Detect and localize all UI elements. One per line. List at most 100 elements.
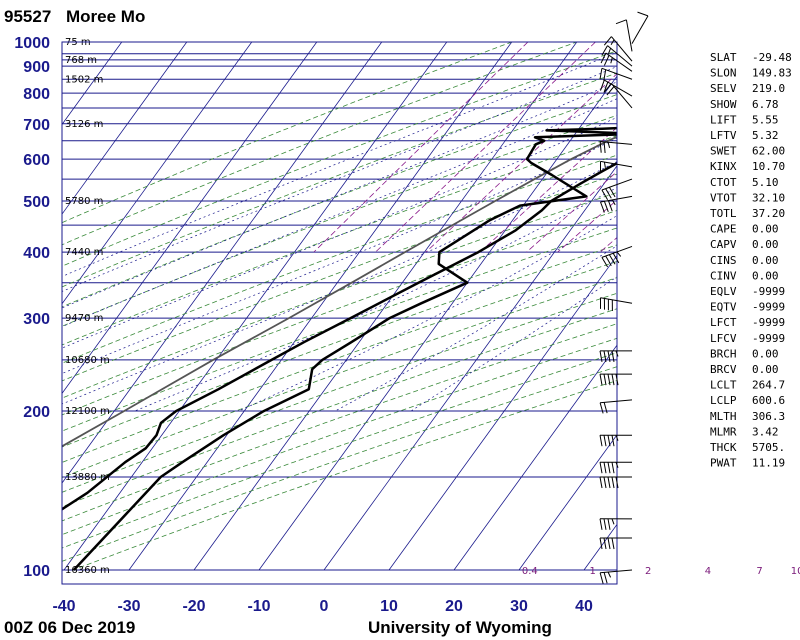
index-value: -9999 (752, 285, 785, 298)
index-name: SHOW (710, 98, 737, 111)
index-name: SLAT (710, 51, 737, 64)
pressure-tick-label: 600 (23, 152, 50, 169)
pressure-tick-label: 800 (23, 86, 50, 103)
isotherm-line (193, 42, 578, 571)
temperature-tick-label: 0 (320, 598, 329, 615)
isotherm-line (453, 344, 617, 571)
index-name: EQTV (710, 301, 737, 314)
height-label: 5780 m (65, 196, 103, 207)
index-name: CTOT (710, 176, 737, 189)
wind-barb (601, 178, 633, 200)
mixing-ratio-label: 10 (791, 566, 800, 577)
pressure-tick-label: 200 (23, 404, 50, 421)
mixing-ratio-line (526, 171, 617, 253)
index-value: 264.7 (752, 379, 785, 392)
moist-adiabat (410, 276, 617, 412)
isotherm-line (388, 254, 617, 571)
index-value: 0.00 (752, 223, 779, 236)
isotherm-line (62, 42, 188, 215)
isotherm-line (62, 42, 253, 305)
wind-barb (599, 434, 633, 447)
height-label: 1502 m (65, 74, 103, 85)
temperature-tick-label: -20 (182, 598, 205, 615)
index-value: 5.32 (752, 129, 779, 142)
isotherm-line (518, 434, 617, 571)
mixing-ratio-label: 1 (590, 566, 596, 577)
dry-adiabat (62, 135, 617, 346)
pressure-axis: 100 200 300 400 500 600 700 800 900 1000 (14, 35, 50, 580)
isotherm-line (0, 31, 65, 570)
moist-adiabat (62, 161, 617, 405)
index-name: EQLV (710, 285, 737, 298)
dry-adiabat (62, 210, 617, 416)
wind-barb (599, 399, 633, 414)
height-label: 13880 m (65, 472, 110, 483)
temperature-tick-label: 10 (380, 598, 398, 615)
moist-adiabat (134, 187, 617, 412)
temperature-profile (62, 161, 617, 511)
dry-adiabat (72, 380, 617, 571)
mixing-ratio-line (375, 42, 596, 253)
index-name: LFCV (710, 332, 737, 345)
index-name: PWAT (710, 457, 737, 470)
dry-adiabat (62, 366, 617, 562)
index-value: 306.3 (752, 410, 785, 423)
wind-barb (601, 45, 633, 67)
height-label: 7440 m (65, 247, 103, 258)
dry-adiabat (62, 50, 617, 267)
temperature-tick-label: 20 (445, 598, 463, 615)
index-value: 0.00 (752, 363, 779, 376)
dry-adiabat (62, 94, 617, 308)
index-value: 600.6 (752, 394, 785, 407)
index-name: CINV (710, 269, 737, 282)
temperature-tick-label: -40 (52, 598, 75, 615)
index-name: LFCT (710, 316, 737, 329)
mixing-ratio-label: 0.4 (522, 566, 538, 577)
stability-indices: SLAT -29.48 SLON 149.83 SELV 219.0 SHOW 6.78 LIF… (710, 51, 792, 470)
index-value: 5705. (752, 441, 785, 454)
height-label: 3126 m (65, 119, 103, 130)
pressure-tick-label: 1000 (14, 35, 50, 52)
height-label: 12100 m (65, 406, 110, 417)
observation-time: 00Z 06 Dec 2019 (4, 618, 135, 637)
moist-adiabat (62, 116, 617, 349)
moist-adiabat (62, 98, 617, 328)
moist-adiabat (62, 81, 617, 309)
wind-barb (599, 67, 633, 81)
wind-barb (599, 350, 633, 362)
index-name: MLMR (710, 425, 737, 438)
pressure-tick-label: 900 (23, 59, 50, 76)
temperature-tick-label: 30 (510, 598, 528, 615)
dry-adiabat (62, 72, 617, 288)
thermo-grid (0, 31, 617, 571)
index-value: -9999 (752, 301, 785, 314)
index-value: 11.19 (752, 457, 785, 470)
wind-barb (599, 476, 633, 489)
wind-barb (631, 11, 649, 44)
index-value: 0.00 (752, 269, 779, 282)
dry-adiabat (62, 173, 617, 382)
temperature-tick-label: -30 (117, 598, 140, 615)
temperature-axis: -40 -30 -20 -10 0 10 20 30 40 (52, 598, 593, 615)
dry-adiabat (62, 261, 617, 463)
wind-barb (600, 195, 633, 213)
index-value: 219.0 (752, 82, 785, 95)
index-name: SWET (710, 145, 737, 158)
index-name: CAPV (710, 238, 737, 251)
dry-adiabat (62, 154, 617, 364)
wind-barb (600, 160, 633, 173)
index-value: 0.00 (752, 347, 779, 360)
dry-adiabat (62, 227, 617, 432)
index-name: THCK (710, 441, 737, 454)
wind-barb (599, 373, 633, 386)
moist-adiabat (62, 51, 617, 277)
index-name: VTOT (710, 191, 737, 204)
mixing-ratio-label: 2 (645, 566, 651, 577)
plot-frame (61, 41, 618, 585)
pressure-tick-label: 400 (23, 245, 50, 262)
wind-barbs (599, 11, 649, 584)
wind-barb (600, 79, 633, 97)
dry-adiabat (62, 292, 617, 493)
dry-adiabat (62, 277, 617, 479)
